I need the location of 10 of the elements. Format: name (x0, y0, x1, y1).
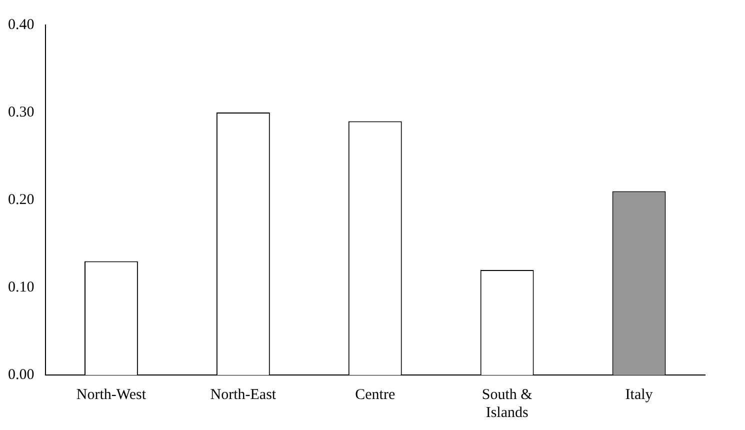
y-tick-label: 0.30 (8, 104, 34, 120)
y-tick-label: 0.10 (8, 279, 34, 296)
x-tick-label: Centre (355, 386, 396, 403)
x-tick-label: Italy (625, 386, 654, 403)
x-tick-label: North-West (76, 386, 147, 403)
x-tick-label: South & Islands (482, 386, 533, 421)
y-tick-label: 0.00 (8, 366, 34, 383)
y-tick-label: 0.40 (8, 16, 34, 33)
x-tick-label: North-East (210, 386, 277, 403)
y-tick-label: 0.20 (8, 192, 34, 208)
